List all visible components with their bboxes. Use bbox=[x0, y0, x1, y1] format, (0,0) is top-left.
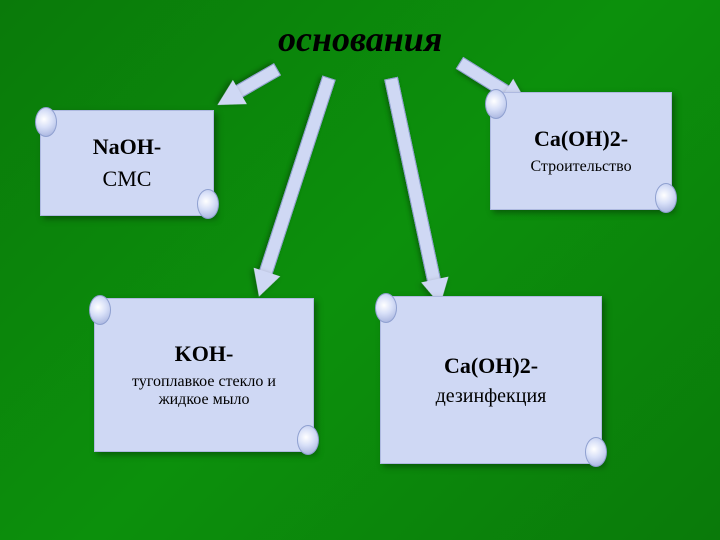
diagram-title: основания bbox=[278, 18, 442, 60]
node-caoh2b-formula: Ca(OH)2- bbox=[444, 353, 538, 379]
node-koh-formula: KOH- bbox=[175, 341, 234, 367]
node-caoh2a-formula: Ca(OH)2- bbox=[534, 126, 628, 152]
node-koh-desc: тугоплавкое стекло и жидкое мыло bbox=[109, 373, 299, 409]
node-naoh-desc: СМС bbox=[97, 166, 158, 192]
node-caoh2a-desc: Строительство bbox=[524, 158, 637, 176]
node-caoh2b: Ca(OH)2- дезинфекция bbox=[380, 296, 602, 464]
slide-background bbox=[0, 0, 720, 540]
node-naoh-formula: NaOH- bbox=[93, 134, 161, 160]
node-caoh2a: Ca(OH)2- Строительство bbox=[490, 92, 672, 210]
node-naoh: NaOH- СМС bbox=[40, 110, 214, 216]
node-caoh2b-desc: дезинфекция bbox=[430, 385, 553, 408]
node-koh: KOH- тугоплавкое стекло и жидкое мыло bbox=[94, 298, 314, 452]
